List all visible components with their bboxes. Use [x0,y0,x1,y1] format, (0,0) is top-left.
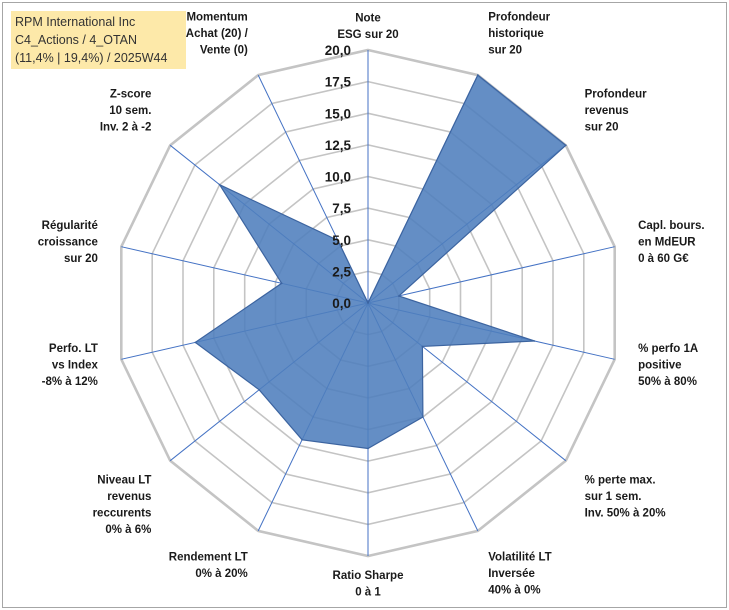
title-line-2: C4_Actions / 4_OTAN [15,33,138,47]
axis-label-7: Ratio Sharpe 0 à 1 [333,570,404,599]
axis-label-2: Profondeur revenus sur 20 [585,88,647,133]
axis-label-11-line-0: Régularité [42,220,98,232]
data-point-7 [367,447,369,450]
data-point-13 [337,239,339,242]
axis-label-12-line-2: Inv. 2 à -2 [100,121,152,133]
axis-label-6-line-1: Inversée [488,568,535,580]
axis-label-1-line-1: historique [488,28,544,40]
axis-label-4: % perfo 1A positive 50% à 80% [638,343,698,388]
axis-label-9-line-2: reccurents [93,508,152,520]
axis-label-9-line-3: 0% à 6% [105,524,151,536]
title-line-1: RPM International Inc [15,15,136,29]
data-point-0 [367,302,369,304]
data-point-6 [422,416,424,418]
axis-label-3-line-0: Capl. bours. [638,220,704,232]
axis-label-4-line-2: 50% à 80% [638,376,697,388]
axis-label-9-line-1: revenus [107,491,151,503]
tick-label-4: 10,0 [325,170,351,185]
axis-label-1-line-2: sur 20 [488,44,522,56]
axis-label-0-line-1: ESG sur 20 [337,29,398,41]
axis-label-7-line-0: Ratio Sharpe [333,570,404,582]
axis-label-10: Perfo. LT vs Index -8% à 12% [42,343,99,388]
data-point-8 [301,439,303,441]
axis-label-10-line-0: Perfo. LT [49,343,98,355]
data-point-2 [565,144,567,147]
axis-label-2-line-0: Profondeur [585,88,647,100]
tick-label-0: 0,0 [332,296,351,311]
axis-label-9-line-0: Niveau LT [97,475,151,487]
tick-label-2: 5,0 [332,233,351,248]
axis-label-1-line-0: Profondeur [488,11,550,23]
axis-label-12-line-1: 10 sem. [109,105,151,117]
radar-axis-labels: Note ESG sur 20 Profondeur historique sur 20… [38,11,705,598]
axis-label-13-line-0: Momentum [186,11,247,23]
axis-label-3-line-2: 0 à 60 G€ [638,253,689,265]
axis-label-9: Niveau LT revenus reccurents 0% à 6% [93,475,152,537]
spoke-3 [367,246,615,304]
data-point-4 [533,340,536,342]
axis-label-8-line-0: Rendement LT [169,552,248,564]
data-point-1 [477,74,479,76]
title-line-3: (11,4% | 19,4%) / 2025W44 [15,51,168,65]
data-point-5 [421,345,424,348]
tick-label-3: 7,5 [332,201,351,216]
chart-title-box: RPM International Inc C4_Actions / 4_OTA… [11,11,186,69]
data-point-11 [280,282,283,285]
axis-label-3-line-1: en MdEUR [638,236,696,248]
axis-label-13: Momentum Achat (20) / Vente (0) [186,11,249,56]
axis-label-1: Profondeur historique sur 20 [488,11,550,56]
data-point-12 [218,183,221,186]
axis-label-12-line-0: Z-score [110,88,152,100]
axis-label-0-line-0: Note [355,13,381,25]
axis-label-6-line-0: Volatilité LT [488,552,551,564]
axis-label-10-line-1: vs Index [52,360,99,372]
axis-label-0: Note ESG sur 20 [337,13,398,42]
axis-label-11-line-2: sur 20 [64,253,98,265]
axis-label-6-line-2: 40% à 0% [488,585,540,597]
data-point-3 [398,295,400,297]
radar-series [194,74,567,450]
tick-label-6: 15,0 [325,106,351,121]
tick-label-1: 2,5 [332,264,351,279]
axis-label-2-line-1: revenus [585,105,629,117]
axis-label-3: Capl. bours. en MdEUR 0 à 60 G€ [638,220,704,265]
axis-label-13-line-1: Achat (20) / [186,28,249,40]
axis-label-7-line-1: 0 à 1 [355,587,381,599]
axis-label-4-line-0: % perfo 1A [638,343,698,355]
axis-label-5-line-0: % perte max. [585,475,656,487]
tick-label-7: 17,5 [325,75,352,90]
tick-label-8: 20,0 [325,43,351,58]
axis-label-13-line-2: Vente (0) [200,44,248,56]
axis-label-5: % perte max. sur 1 sem. Inv. 50% à 20% [585,475,666,520]
axis-label-5-line-2: Inv. 50% à 20% [585,508,666,520]
axis-label-8: Rendement LT 0% à 20% [169,552,248,581]
data-point-10 [194,341,197,344]
tick-label-5: 12,5 [325,138,352,153]
axis-label-12: Z-score 10 sem. Inv. 2 à -2 [100,88,152,133]
axis-label-5-line-1: sur 1 sem. [585,491,642,503]
axis-label-11: Régularité croissance sur 20 [38,220,98,265]
data-point-9 [258,389,261,391]
axis-label-2-line-2: sur 20 [585,121,619,133]
axis-label-10-line-2: -8% à 12% [42,376,98,388]
radar-tick-labels: 0,0 2,5 5,0 7,5 10,0 12,5 15,0 17,5 20,0 [325,43,352,311]
axis-label-8-line-1: 0% à 20% [195,568,247,580]
axis-label-6: Volatilité LT Inversée 40% à 0% [488,552,551,597]
axis-label-4-line-1: positive [638,360,681,372]
axis-label-11-line-1: croissance [38,236,98,248]
